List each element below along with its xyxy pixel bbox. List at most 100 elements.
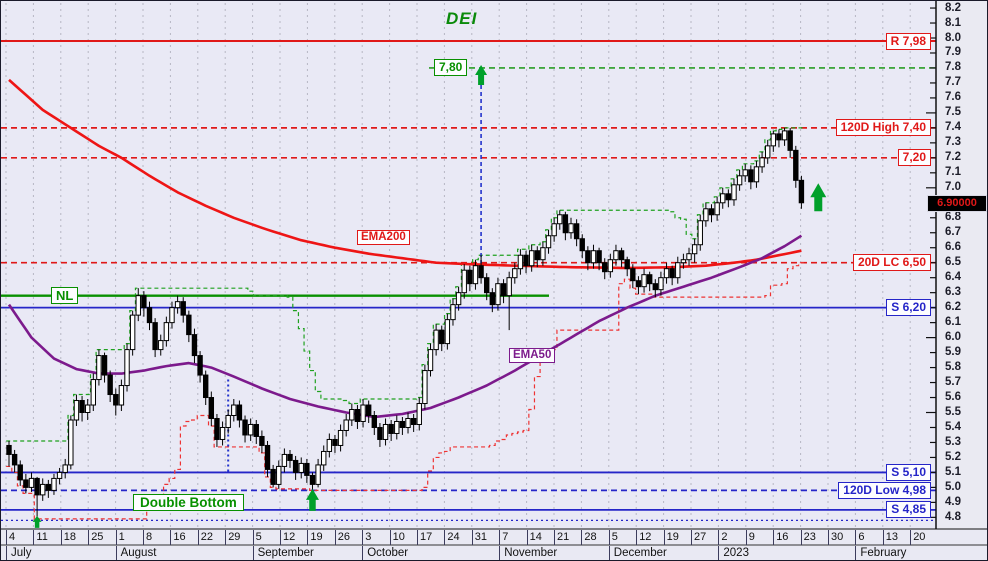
candle-bear: [214, 417, 220, 440]
candle-bull: [315, 464, 321, 485]
candle-bear: [635, 280, 642, 288]
candle-bear: [371, 415, 378, 428]
candle-bear: [439, 329, 445, 345]
candle-bear: [197, 355, 203, 376]
candle-bear: [602, 262, 608, 273]
candle-bear: [365, 404, 372, 417]
candle-bull: [169, 307, 175, 324]
candle-bear: [191, 334, 198, 357]
candle-bear: [45, 483, 52, 491]
candle-bear: [585, 250, 591, 264]
candle-bull: [118, 385, 125, 406]
candle-bull: [736, 175, 743, 186]
candle-bear: [652, 283, 658, 291]
candle-bear: [253, 423, 259, 437]
candle-bear: [264, 444, 271, 470]
candle-bull: [276, 465, 282, 485]
candle-bear: [152, 322, 158, 351]
candle-bull: [219, 426, 226, 440]
candle-bull: [231, 404, 237, 417]
candle-bull: [680, 259, 687, 264]
candle-bull: [551, 223, 557, 237]
candle-bull: [658, 277, 664, 291]
ema200-line: [8, 78, 802, 270]
candle-bull: [90, 379, 96, 406]
candle-bull: [697, 220, 703, 246]
candle-bull: [472, 265, 479, 285]
candle-bear: [186, 314, 192, 336]
candle-bull: [225, 415, 231, 428]
candle-bull: [28, 477, 35, 488]
candle-bear: [309, 474, 316, 485]
candle-bear: [478, 265, 484, 279]
candle-bull: [433, 329, 439, 351]
candle-bear: [646, 274, 653, 285]
candle-bear: [534, 250, 540, 261]
candle-bull: [720, 193, 726, 204]
candle-bull: [759, 157, 765, 168]
20d-high-channel: [6, 127, 805, 442]
candle-bull: [135, 295, 141, 316]
candle-bear: [523, 254, 529, 267]
candle-bear: [388, 423, 394, 434]
candle-bear: [410, 417, 417, 425]
candle-bear: [259, 435, 265, 446]
candle-bear: [242, 419, 248, 436]
candle-bear: [776, 133, 782, 141]
candle-bull: [753, 166, 760, 183]
candle-bull: [495, 283, 501, 306]
candle-bear: [79, 400, 85, 414]
candle-bull: [96, 355, 102, 381]
candle-bear: [332, 438, 338, 446]
candle-bull: [517, 254, 524, 270]
candle-bull: [540, 247, 546, 261]
candle-bull: [405, 417, 411, 428]
candle-bull: [298, 462, 304, 473]
candle-bull: [321, 450, 327, 466]
candle-bear: [208, 397, 215, 419]
candle-bear: [618, 250, 625, 261]
candle-bull: [56, 471, 63, 479]
candle-bear: [725, 193, 732, 201]
candle-bear: [23, 479, 29, 488]
candle-bull: [68, 419, 74, 466]
candle-bear: [141, 295, 147, 309]
candle-bear: [573, 223, 580, 240]
candle-bull: [731, 184, 737, 201]
up-arrow-icon: [810, 183, 827, 212]
candle-bull: [281, 453, 288, 467]
candle-bear: [17, 464, 23, 481]
candle-bear: [180, 301, 186, 316]
candle-bull: [590, 250, 597, 264]
candle-bull: [506, 277, 512, 297]
candle-bull: [129, 314, 136, 351]
candle-bull: [675, 262, 681, 279]
candle-bull: [427, 349, 434, 372]
candle-bull: [73, 400, 80, 421]
candle-bull: [422, 370, 428, 405]
candle-bull: [444, 319, 451, 345]
candle-bear: [630, 268, 636, 282]
candle-bear: [107, 374, 113, 396]
candle-bear: [787, 130, 793, 151]
candle-bull: [174, 301, 181, 309]
candle-bull: [163, 322, 170, 342]
candle-bear: [34, 477, 40, 496]
candle-bull: [770, 133, 777, 147]
candle-bull: [343, 419, 349, 431]
candle-bear: [500, 283, 507, 297]
candle-bear: [624, 259, 630, 270]
candle-bull: [360, 404, 366, 422]
candle-bull: [461, 269, 467, 294]
candle-bull: [557, 214, 563, 225]
candle-bull: [247, 423, 254, 436]
candle-bull: [158, 340, 164, 351]
candle-bull: [450, 304, 456, 321]
candle-bear: [669, 268, 675, 279]
candle-bear: [203, 374, 209, 399]
candle-bear: [354, 409, 361, 422]
candle-bull: [124, 349, 130, 387]
candle-bull: [742, 169, 748, 177]
